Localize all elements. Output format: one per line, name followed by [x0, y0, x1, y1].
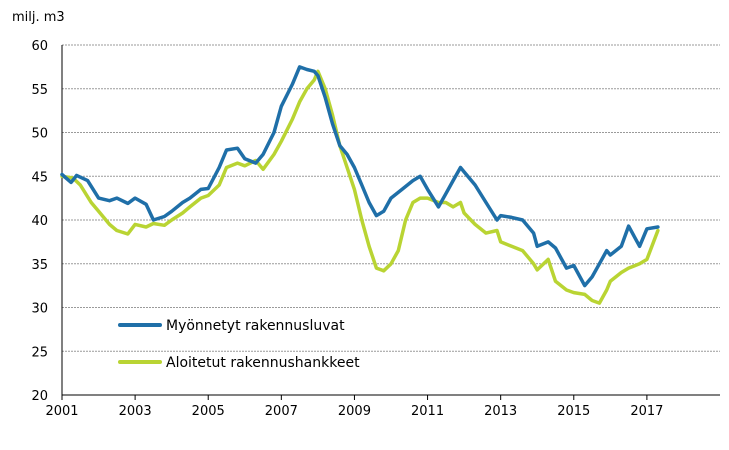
y-tick-label: 25 [31, 345, 48, 360]
x-tick-label: 2001 [45, 404, 78, 419]
series-line-0 [60, 65, 660, 288]
y-tick-label: 30 [31, 302, 48, 317]
x-tick-label: 2007 [265, 404, 298, 419]
x-tick-label: 2003 [119, 404, 152, 419]
x-tick-label: 2017 [630, 404, 663, 419]
legend-label-aloitetut: Aloitetut rakennushankkeet [166, 355, 360, 371]
y-tick-label: 35 [31, 258, 48, 273]
legend: Myönnetyt rakennusluvat Aloitetut rakenn… [118, 318, 360, 371]
x-axis-ticks: 2001 2003 2005 2007 2009 2011 2013 2015 2017 [45, 395, 663, 419]
x-tick-label: 2005 [192, 404, 225, 419]
y-tick-label: 40 [31, 214, 48, 229]
series-lines [60, 65, 660, 305]
x-tick-label: 2015 [557, 404, 590, 419]
y-tick-label: 50 [31, 127, 48, 142]
y-tick-label: 45 [31, 170, 48, 185]
y-axis-ticks: 20 25 30 35 40 45 50 55 60 [31, 39, 48, 404]
y-axis-unit-label: milj. m3 [12, 10, 65, 25]
x-tick-label: 2013 [484, 404, 517, 419]
y-tick-label: 60 [31, 39, 48, 54]
y-tick-label: 20 [31, 389, 48, 404]
x-tick-label: 2011 [411, 404, 444, 419]
legend-label-myonnetyt: Myönnetyt rakennusluvat [166, 318, 345, 334]
y-tick-label: 55 [31, 83, 48, 98]
x-tick-label: 2009 [338, 404, 371, 419]
series-line-1 [60, 69, 660, 305]
